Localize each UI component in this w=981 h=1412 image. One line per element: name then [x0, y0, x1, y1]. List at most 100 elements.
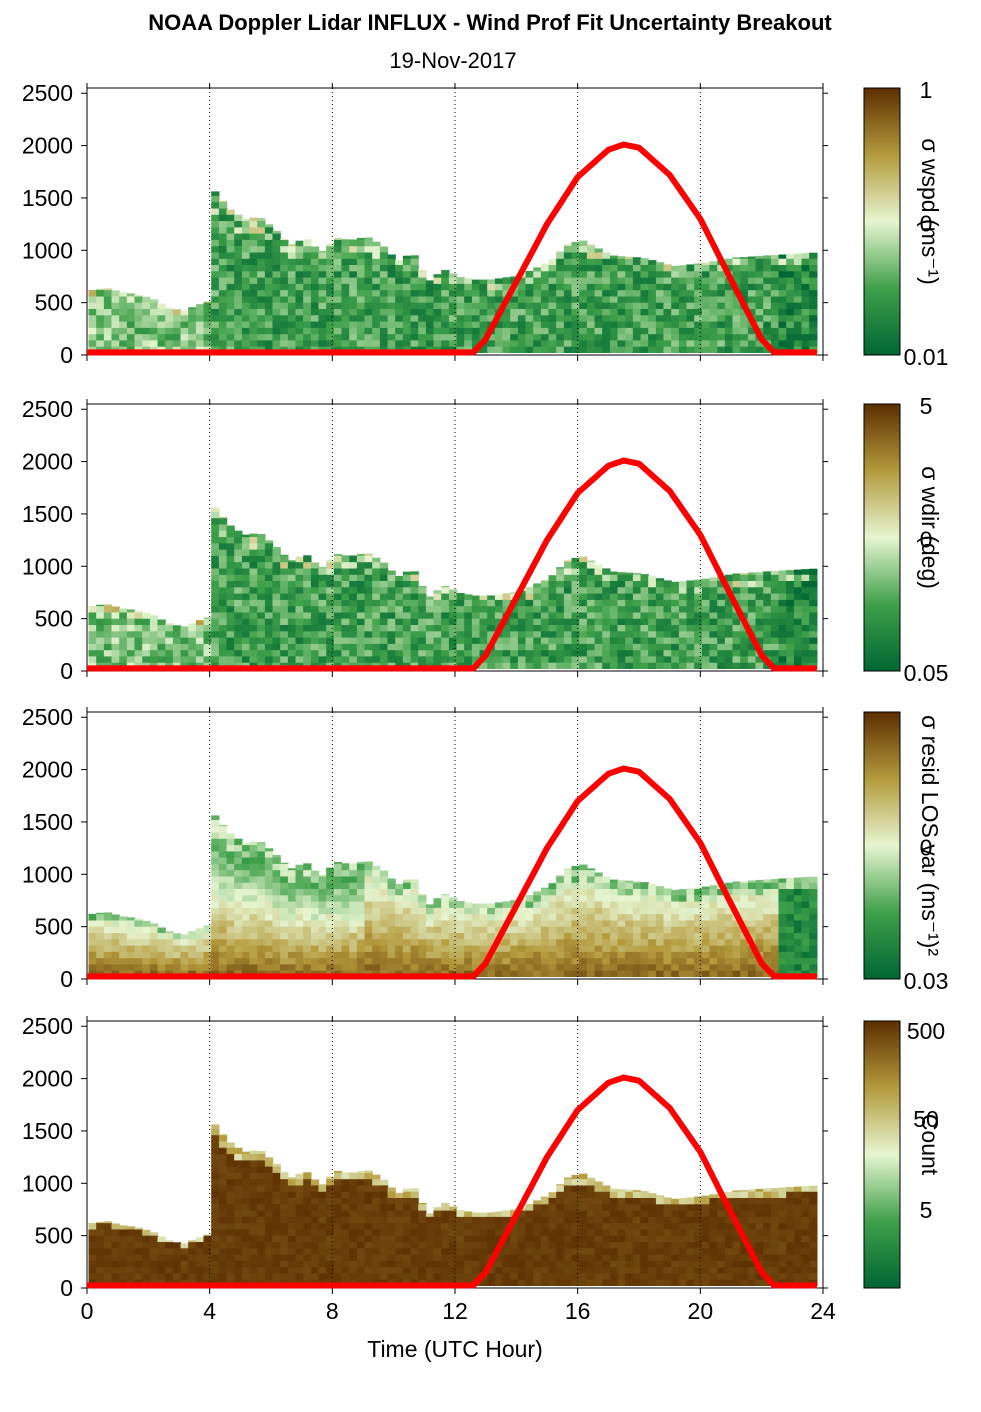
heatmap-cell — [425, 649, 435, 657]
heatmap-cell — [663, 919, 672, 927]
heatmap-cell — [609, 879, 619, 883]
heatmap-cell — [510, 302, 519, 309]
heatmap-cell — [793, 926, 803, 933]
heatmap-cell — [241, 1203, 251, 1211]
heatmap-cell — [349, 1210, 358, 1217]
heatmap-cell — [119, 333, 128, 341]
heatmap-cell — [203, 308, 212, 316]
heatmap-cell — [563, 901, 573, 908]
heatmap-cell — [387, 907, 396, 915]
heatmap-cell — [241, 1216, 251, 1224]
heatmap-cell — [701, 321, 711, 328]
heatmap-cell — [234, 536, 243, 544]
heatmap-cell — [686, 321, 695, 328]
heatmap-cell — [234, 214, 243, 222]
heatmap-cell — [487, 599, 496, 607]
heatmap-cell — [226, 655, 235, 663]
heatmap-cell — [280, 1247, 289, 1255]
heatmap-cell — [387, 901, 396, 908]
heatmap-cell — [433, 277, 442, 284]
heatmap-cell — [517, 605, 527, 613]
heatmap-cell — [218, 1254, 228, 1261]
heatmap-cell — [556, 655, 565, 663]
heatmap-cell — [395, 327, 404, 335]
heatmap-cell — [211, 507, 220, 512]
heatmap-cell — [763, 643, 772, 651]
heatmap-cell — [586, 926, 596, 933]
heatmap-cell — [226, 314, 235, 322]
heatmap-cell — [655, 913, 665, 921]
heatmap-cell — [226, 1272, 235, 1280]
heatmap-cell — [349, 1203, 358, 1211]
heatmap-cell — [571, 283, 580, 291]
heatmap-cell — [195, 963, 205, 971]
heatmap-cell — [640, 346, 649, 353]
heatmap-cell — [142, 308, 151, 316]
heatmap-cell — [471, 643, 481, 651]
heatmap-cell — [326, 1216, 335, 1224]
heatmap-cell — [747, 951, 757, 959]
colorbar — [863, 711, 901, 980]
heatmap-cell — [119, 926, 128, 933]
heatmap-cell — [778, 951, 787, 959]
heatmap-cell — [586, 605, 596, 613]
heatmap-cell — [793, 308, 803, 316]
heatmap-resid — [88, 815, 818, 977]
heatmap-cell — [678, 889, 688, 896]
heatmap-cell — [364, 555, 373, 563]
heatmap-cell — [218, 295, 228, 303]
heatmap-cell — [563, 649, 573, 657]
heatmap-cell — [686, 346, 695, 353]
heatmap-cell — [732, 574, 741, 581]
heatmap-cell — [801, 945, 810, 952]
heatmap-cell — [318, 945, 327, 952]
heatmap-cell — [655, 655, 665, 663]
heatmap-cell — [211, 1197, 220, 1205]
heatmap-cell — [211, 888, 220, 896]
heatmap-cell — [548, 599, 557, 607]
heatmap-cell — [149, 643, 159, 651]
heatmap-cell — [678, 289, 688, 297]
heatmap-cell — [786, 308, 795, 316]
heatmap-cell — [609, 255, 619, 259]
heatmap-cell — [809, 888, 818, 896]
heatmap-cell — [310, 314, 320, 322]
heatmap-cell — [663, 327, 672, 335]
heatmap-cell — [303, 618, 312, 625]
heatmap-cell — [402, 321, 412, 328]
heatmap-cell — [287, 1184, 297, 1192]
heatmap-cell — [218, 1228, 228, 1236]
heatmap-cell — [272, 857, 281, 864]
heatmap-cell — [272, 1203, 281, 1211]
heatmap-cell — [418, 649, 427, 657]
heatmap-cell — [341, 1197, 350, 1205]
heatmap-cell — [433, 637, 442, 644]
heatmap-cell — [234, 888, 243, 896]
heatmap-cell — [617, 586, 626, 594]
heatmap-cell — [671, 919, 680, 927]
heatmap-cell — [303, 314, 312, 322]
heatmap-cell — [310, 643, 320, 651]
heatmap-cell — [433, 630, 442, 638]
heatmap-cell — [395, 919, 404, 927]
heatmap-cell — [341, 618, 350, 625]
heatmap-cell — [280, 593, 289, 600]
heatmap-cell — [632, 881, 642, 883]
heatmap-cell — [318, 624, 327, 632]
heatmap-cell — [548, 264, 557, 272]
heatmap-cell — [717, 630, 726, 638]
heatmap-cell — [356, 302, 366, 309]
heatmap-cell — [586, 875, 596, 883]
y-tick-label: 1000 — [22, 237, 73, 263]
colorbar — [863, 87, 901, 356]
heatmap-cell — [249, 605, 258, 613]
heatmap-cell — [364, 951, 373, 959]
heatmap-cell — [717, 593, 726, 600]
heatmap-cell — [395, 932, 404, 940]
heatmap-cell — [310, 655, 320, 663]
heatmap-cell — [280, 270, 289, 278]
heatmap-cell — [364, 932, 373, 940]
heatmap-cell — [364, 314, 373, 322]
heatmap-cell — [372, 277, 381, 284]
heatmap-cell — [640, 289, 649, 297]
